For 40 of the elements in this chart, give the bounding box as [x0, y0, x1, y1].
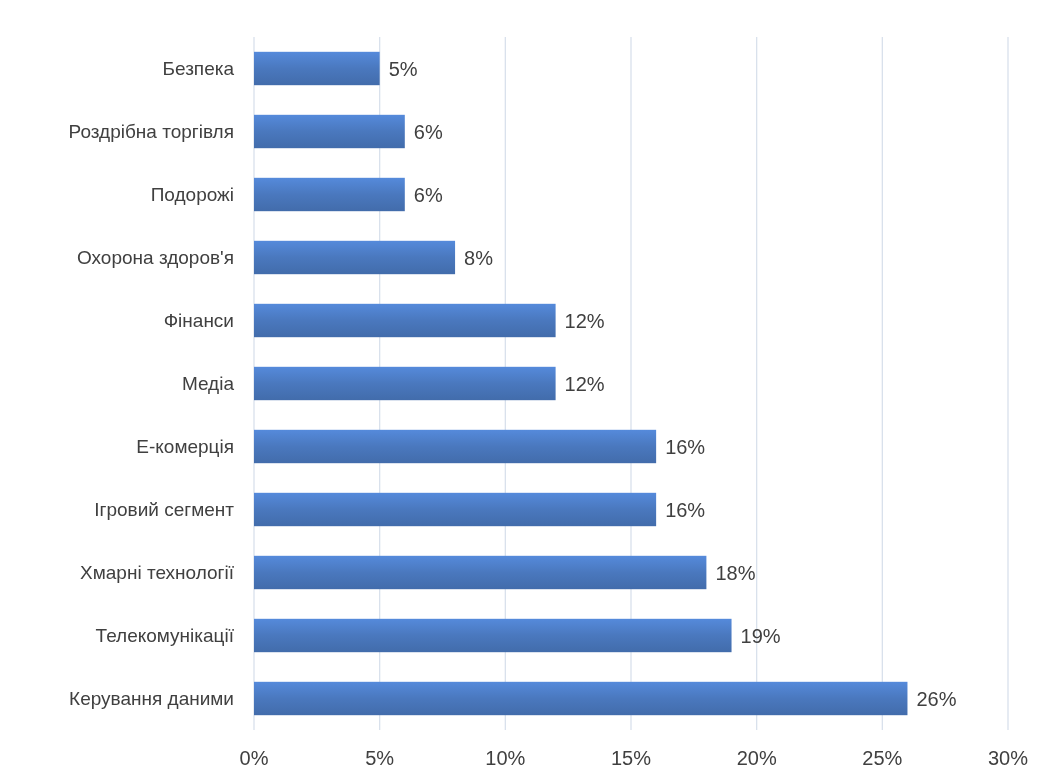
data-label: 26% [916, 687, 957, 710]
data-label: 16% [665, 498, 706, 521]
data-label: 12% [564, 372, 605, 395]
x-tick-label: 0% [239, 747, 269, 769]
bar [254, 114, 405, 149]
y-tick-label: Роздрібна торгівля [68, 121, 234, 143]
x-tick-label: 10% [485, 747, 526, 769]
data-label: 18% [715, 561, 756, 584]
x-tick-label: 20% [736, 747, 777, 769]
bar [254, 240, 456, 275]
y-tick-label: Хмарні технології [80, 562, 235, 584]
y-tick-label: Керування даними [69, 688, 234, 710]
y-tick-label: Охорона здоров'я [77, 247, 234, 269]
y-tick-label: Безпека [162, 58, 235, 80]
data-label: 6% [413, 120, 443, 143]
bar [254, 492, 657, 527]
bar [254, 303, 556, 338]
bar [254, 681, 908, 716]
bar [254, 366, 556, 401]
y-tick-label: Е-комерція [136, 436, 234, 458]
x-tick-label: 25% [862, 747, 903, 769]
bar [254, 618, 732, 653]
data-label: 6% [413, 183, 443, 206]
x-tick-label: 5% [365, 747, 395, 769]
data-label: 19% [740, 624, 781, 647]
bar [254, 555, 707, 590]
x-tick-label: 15% [610, 747, 652, 769]
bar [254, 51, 380, 86]
data-label: 16% [665, 435, 706, 458]
y-tick-label: Медіа [181, 373, 235, 395]
bar [254, 429, 657, 464]
y-tick-label: Фінанси [163, 310, 234, 332]
y-tick-label: Телекомунікації [95, 625, 235, 647]
x-tick-label: 30% [987, 747, 1029, 769]
bar [254, 177, 405, 212]
y-tick-label: Подорожі [150, 184, 234, 206]
data-label: 12% [564, 309, 605, 332]
data-label: 5% [388, 57, 418, 80]
data-label: 8% [464, 246, 494, 269]
y-tick-label: Ігровий сегмент [94, 499, 235, 521]
